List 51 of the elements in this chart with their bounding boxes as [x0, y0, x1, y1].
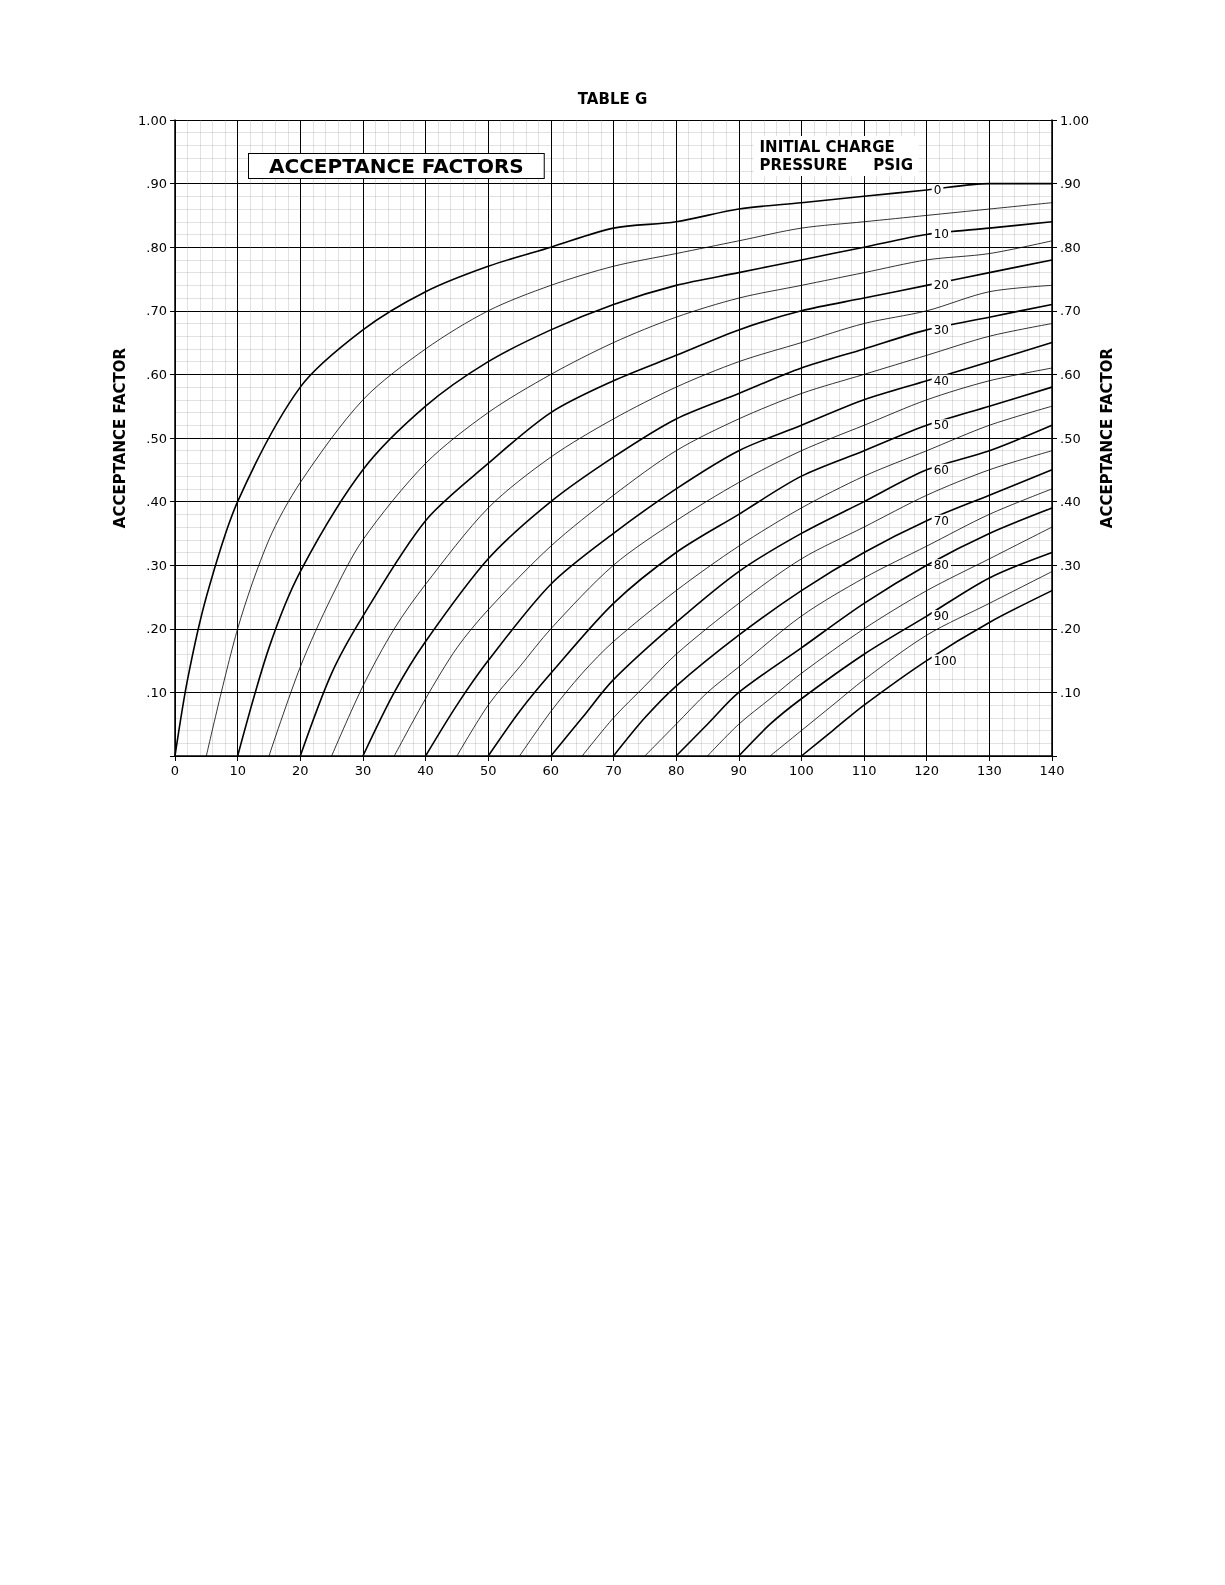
y2-tick-label: .60	[1060, 366, 1081, 382]
y2-tick-label: 1.00	[1060, 112, 1089, 128]
y2-tick-label: .20	[1060, 621, 1081, 637]
x-tick-label: 20	[292, 763, 309, 778]
series-label: 60	[933, 462, 949, 477]
x-tick-label: 100	[789, 763, 814, 778]
x-tick-label: 70	[605, 763, 622, 778]
x-tick-label: 50	[479, 763, 497, 778]
legend-title: INITIAL CHARGE PRESSURE PSIG	[759, 138, 914, 174]
y2-tick-label: .50	[1060, 430, 1081, 446]
y-tick-label: .90	[146, 176, 167, 192]
series-label: 30	[933, 322, 949, 337]
x-tick-label: 110	[851, 763, 877, 778]
y-tick-label: .80	[146, 239, 167, 255]
x-tick-label: 80	[667, 763, 685, 778]
x-tick-label: 130	[976, 763, 1002, 778]
y-tick-label: 1.00	[138, 112, 167, 128]
x-tick-label: 40	[417, 763, 434, 778]
y2-tick-label: .10	[1060, 684, 1081, 700]
x-tick-label: 140	[1039, 763, 1065, 778]
series-label: 10	[933, 227, 949, 242]
y2-tick-label: .70	[1060, 303, 1081, 319]
x-tick-label: 120	[914, 763, 940, 778]
y2-axis-title: ACCEPTANCE FACTOR	[1098, 347, 1117, 529]
annotation: ACCEPTANCE FACTORS	[269, 154, 524, 178]
y-tick-label: .60	[146, 366, 167, 382]
x-tick-label: 0	[170, 763, 180, 778]
x-tick-label: 30	[354, 763, 372, 778]
series-label: 0	[933, 182, 942, 197]
y-axis-title: ACCEPTANCE FACTOR	[110, 347, 129, 529]
series-label: 70	[933, 513, 949, 528]
y2-tick-label: .80	[1060, 239, 1081, 255]
series-label: 90	[933, 609, 949, 624]
x-tick-label: 10	[229, 763, 246, 778]
x-tick-label: 60	[542, 763, 560, 778]
y2-tick-label: .40	[1060, 494, 1081, 510]
series-label: 80	[933, 558, 949, 573]
series-label: 20	[933, 278, 949, 293]
y2-tick-label: .30	[1060, 557, 1081, 573]
y-tick-label: .70	[146, 303, 167, 319]
y-tick-label: .40	[146, 494, 167, 510]
y2-tick-label: .90	[1060, 176, 1081, 192]
y-tick-label: .10	[146, 684, 167, 700]
series-label: 40	[933, 373, 949, 388]
series-label: 50	[933, 418, 949, 433]
y-tick-label: .20	[146, 621, 167, 637]
y-tick-label: .30	[146, 557, 167, 573]
chart-title: TABLE G	[577, 89, 648, 108]
x-tick-label: 90	[730, 763, 748, 778]
y-tick-label: .50	[146, 430, 167, 446]
series-label: 100	[933, 653, 957, 668]
